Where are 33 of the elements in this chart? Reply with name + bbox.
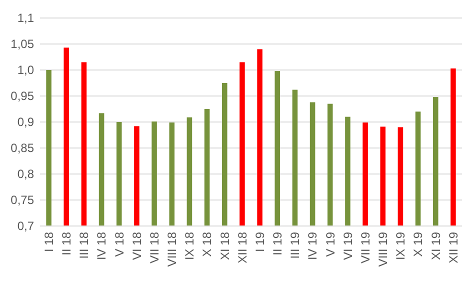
x-tick-label: I 18 (42, 232, 56, 252)
x-tick-label: VI 19 (340, 232, 355, 260)
x-tick-label: VI 18 (130, 232, 144, 260)
y-tick-label: 0,85 (10, 141, 34, 156)
y-tick-label: 0,95 (10, 89, 34, 104)
x-tick-label: IX 18 (182, 232, 197, 260)
y-tick-label: 0,9 (17, 115, 34, 130)
x-tick-label: XII 19 (446, 232, 460, 264)
x-tick-label: VII 18 (147, 232, 162, 264)
y-tick-label: 1,0 (17, 63, 34, 78)
x-tick-label: III 18 (77, 232, 92, 259)
y-tick-label: 1,05 (10, 37, 34, 52)
x-tick-label: IX 19 (394, 232, 408, 260)
x-tick-label: VIII 18 (165, 232, 180, 267)
x-tick-label: III 19 (288, 232, 302, 259)
x-tick-label: X 19 (411, 232, 426, 257)
x-tick-label: V 19 (323, 232, 338, 257)
x-tick-label: XI 18 (218, 232, 232, 260)
x-tick-label: II 19 (270, 232, 285, 256)
x-tick-label: XII 18 (235, 232, 250, 264)
x-tick-label: VIII 19 (376, 232, 390, 267)
x-tick-label: XI 19 (428, 232, 443, 260)
x-tick-label: VII 19 (358, 232, 372, 264)
y-tick-label: 0,8 (17, 167, 34, 182)
x-tick-label: II 18 (60, 232, 74, 256)
x-tick-label: I 19 (252, 232, 267, 252)
x-tick-label: IV 18 (94, 232, 109, 260)
x-tick-label: X 18 (200, 232, 214, 257)
x-tick-label: V 18 (112, 232, 126, 257)
y-tick-label: 0,7 (17, 219, 34, 234)
y-tick-label: 1,1 (17, 11, 34, 26)
y-tick-label: 0,75 (10, 193, 34, 208)
x-tick-label: IV 19 (306, 232, 320, 260)
